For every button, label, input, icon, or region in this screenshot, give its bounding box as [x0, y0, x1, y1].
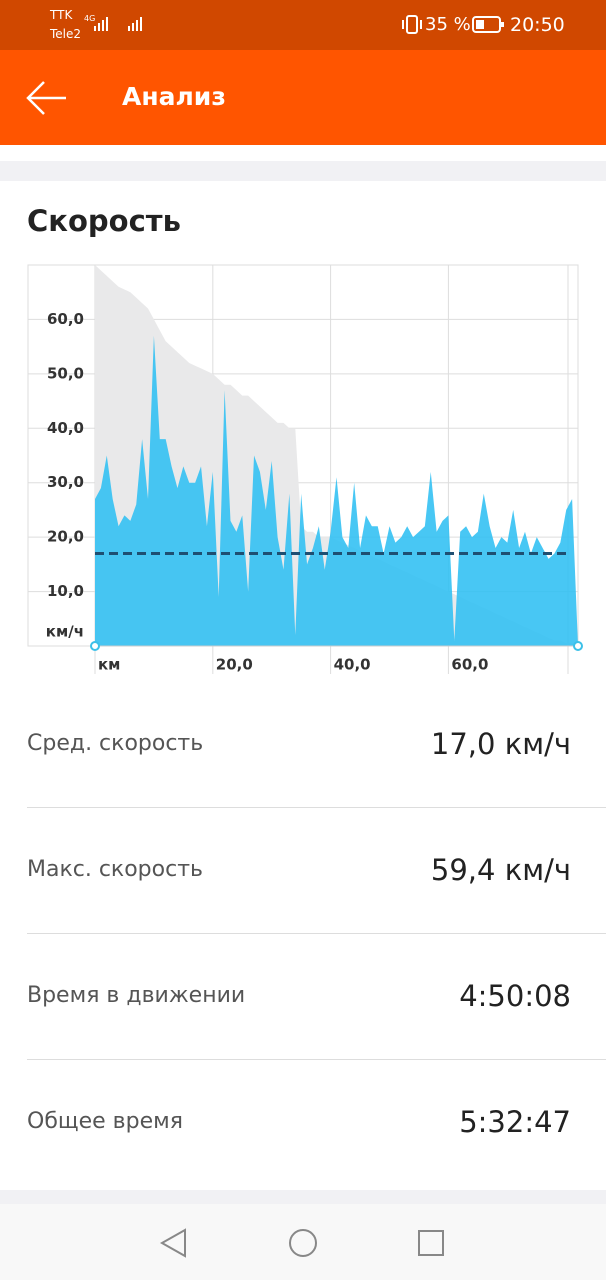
stat-value: 17,0 км/ч [430, 727, 571, 761]
stat-value: 5:32:47 [459, 1105, 571, 1139]
nav-back[interactable] [159, 1228, 186, 1258]
chart-title: Скорость [27, 204, 181, 238]
divider [0, 145, 606, 161]
stat-value: 4:50:08 [459, 979, 571, 1013]
stat-label: Макс. скорость [27, 857, 203, 882]
back-button[interactable] [26, 80, 68, 116]
y-tick-label: 50,0 [47, 364, 84, 382]
nav-home[interactable] [289, 1229, 317, 1257]
stat-label: Время в движении [27, 983, 246, 1008]
battery-text: 35 % [425, 14, 471, 35]
x-tick-label: 20,0 [216, 656, 253, 674]
screen-title: Анализ [122, 82, 226, 111]
separator [27, 807, 606, 808]
app-bar: Анализ [0, 50, 606, 145]
separator [27, 1059, 606, 1060]
axis-endpoint [90, 641, 100, 651]
carrier: TTK [50, 8, 73, 22]
separator [27, 933, 606, 934]
stat-label: Общее время [27, 1109, 183, 1134]
carrier: Tele2 [50, 27, 82, 41]
y-tick-label: 30,0 [47, 473, 84, 491]
y-tick-label: 20,0 [47, 528, 84, 546]
nav-recent[interactable] [418, 1230, 444, 1256]
area-series [95, 335, 578, 646]
vibrate-icon [402, 15, 422, 34]
network: 4G [84, 14, 96, 23]
divider [0, 1190, 606, 1204]
stat-label: Сред. скорость [27, 731, 204, 756]
status-bar: TTK Tele2 4G 35 % 20:50 [0, 0, 606, 50]
chart: км/ч 10,0 20,0 30,0 40,0 50,0 60,0 км 20,0 40,0 60… [27, 264, 583, 674]
x-tick-label: 40,0 [334, 656, 371, 674]
y-tick-label: 60,0 [47, 310, 84, 328]
nav-bar [0, 1204, 606, 1280]
signal-icons [94, 17, 142, 31]
battery-icon [472, 16, 504, 33]
nav-icons [159, 1228, 444, 1258]
stat-value: 59,4 км/ч [430, 853, 571, 887]
y-tick-label: 40,0 [47, 419, 84, 437]
clock: 20:50 [510, 14, 565, 36]
x-tick-label: км [98, 656, 120, 674]
y-tick-label: 10,0 [47, 582, 84, 600]
y-tick-label: км/ч [46, 623, 84, 641]
x-tick-label: 60,0 [451, 656, 488, 674]
axis-endpoint [573, 641, 583, 651]
